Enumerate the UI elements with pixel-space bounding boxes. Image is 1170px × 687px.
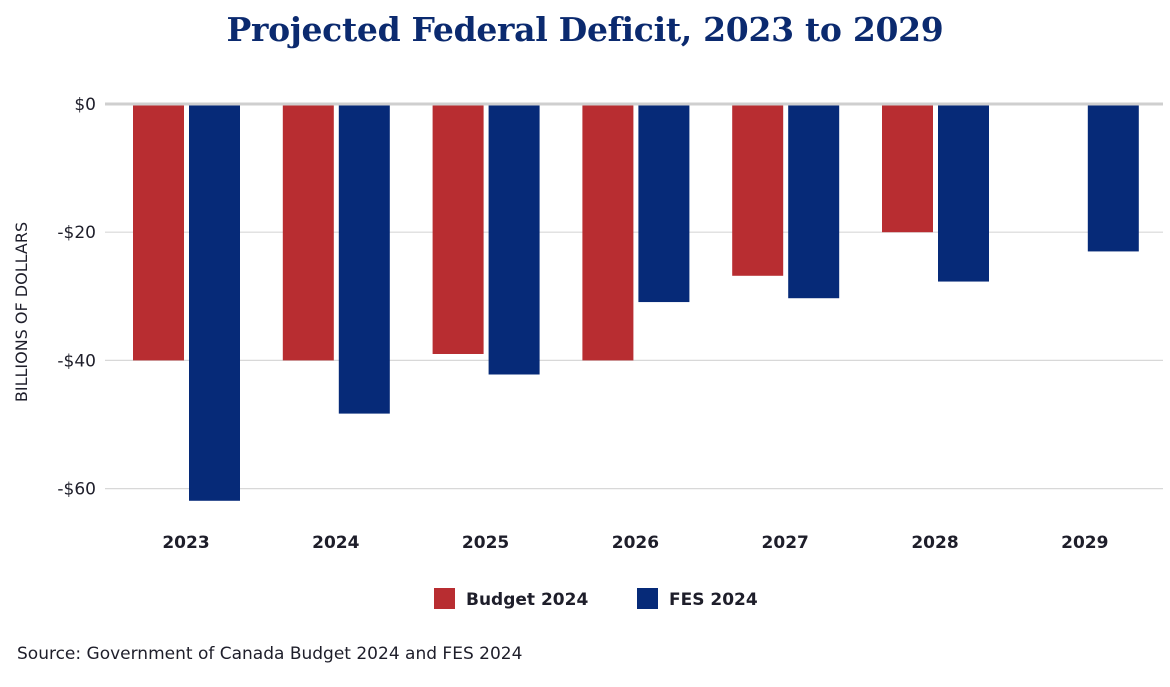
x-tick-label: 2027 (762, 533, 809, 553)
bar-budget-2024-2023 (133, 104, 184, 361)
bar-budget-2024-2027 (732, 104, 784, 276)
bar-budget-2024-2028 (882, 104, 933, 233)
y-tick-labels: $0 -$20 -$40 -$60 (57, 95, 96, 500)
x-tick-label: 2023 (162, 533, 209, 553)
x-tick-label: 2028 (911, 533, 958, 553)
gridlines (105, 231, 1163, 490)
bar-budget-2024-2026 (582, 104, 634, 361)
y-tick-label: -$40 (57, 351, 96, 371)
bar-fes-2024-2028 (938, 104, 989, 282)
bars (133, 104, 1139, 501)
bar-fes-2024-2024 (338, 104, 390, 414)
source-note: Source: Government of Canada Budget 2024… (17, 644, 523, 664)
bar-fes-2024-2027 (788, 104, 840, 299)
x-tick-label: 2029 (1061, 533, 1108, 553)
x-tick-label: 2026 (612, 533, 659, 553)
x-tick-label: 2025 (462, 533, 509, 553)
y-tick-label: -$60 (57, 480, 96, 500)
legend-swatch-budget-2024 (434, 588, 455, 609)
bar-fes-2024-2025 (488, 104, 540, 375)
legend: Budget 2024 FES 2024 (434, 588, 758, 610)
bar-fes-2024-2029 (1087, 104, 1139, 252)
y-tick-label: $0 (74, 95, 96, 115)
bar-budget-2024-2024 (282, 104, 334, 361)
bar-budget-2024-2025 (432, 104, 484, 354)
legend-swatch-fes-2024 (637, 588, 658, 609)
y-axis-title: BILLIONS OF DOLLARS (12, 222, 31, 402)
y-tick-label: -$20 (57, 223, 96, 243)
legend-label: Budget 2024 (466, 590, 588, 610)
bar-fes-2024-2023 (189, 104, 240, 501)
x-tick-labels: 2023 2024 2025 2026 2027 2028 2029 (162, 533, 1108, 553)
chart-title: Projected Federal Deficit, 2023 to 2029 (226, 10, 944, 49)
x-tick-label: 2024 (312, 533, 359, 553)
legend-label: FES 2024 (669, 590, 758, 610)
bar-fes-2024-2026 (638, 104, 690, 303)
